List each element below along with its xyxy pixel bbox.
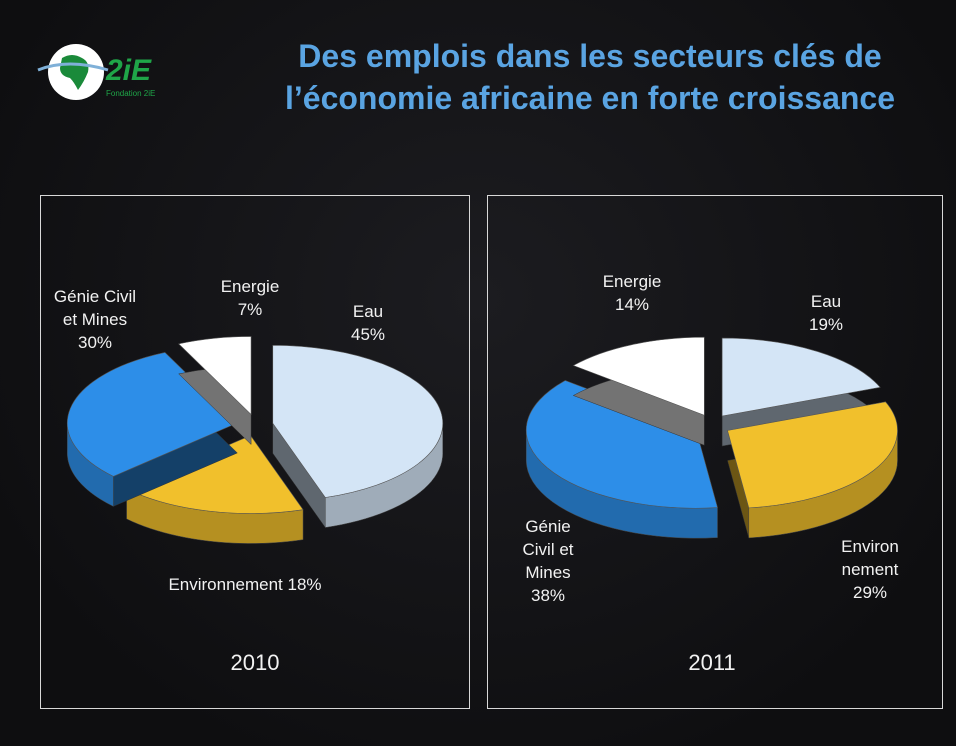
title-line: l’économie africaine en forte croissance <box>284 80 895 116</box>
pies <box>67 336 898 544</box>
category-name: Eau <box>810 292 842 311</box>
value-label: 38% <box>530 586 566 605</box>
slice-top <box>178 336 252 416</box>
value-label: 14% <box>614 295 650 314</box>
value-label: 45% <box>350 325 386 344</box>
chart-title: 2011 <box>688 650 736 675</box>
slice-top <box>727 401 898 509</box>
title-line: Des emplois dans les secteurs clés de <box>298 38 882 74</box>
category-name: Energie <box>220 277 280 296</box>
slice-label: Génie Civil et Mines 30% <box>45 285 145 354</box>
slice-top <box>721 337 881 417</box>
chart-frame <box>40 195 470 709</box>
pie-slice <box>125 435 304 544</box>
category-name: Environnement <box>168 575 283 594</box>
slice-top <box>525 380 718 509</box>
pie-slice <box>525 380 718 539</box>
chart-frame <box>487 195 943 709</box>
logo: 2iE Fondation 2iE <box>37 44 155 100</box>
logo-text: 2iE <box>105 54 152 87</box>
category-name: Eau <box>352 302 384 321</box>
logo-swoosh <box>37 62 109 72</box>
pie-slice <box>727 401 898 539</box>
slice-label: Environnement 18% <box>95 573 395 596</box>
slice-top <box>572 336 705 416</box>
chart-title: 2010 <box>230 650 280 675</box>
category-name: Environ nement <box>841 537 899 579</box>
slice-label: Environ nement 29% <box>830 535 910 604</box>
pie-slice <box>572 336 705 446</box>
category-name: Energie <box>602 272 662 291</box>
slice-top <box>272 345 444 498</box>
value-label: 29% <box>852 583 888 602</box>
pie-slice <box>272 345 444 528</box>
slice-label: Eau 19% <box>796 290 856 336</box>
value-label: 7% <box>237 300 263 319</box>
value-label: 18% <box>287 575 322 594</box>
value-label: 30% <box>77 333 113 352</box>
slice-label: Energie 7% <box>210 275 290 321</box>
category-name: Génie Civil et Mines <box>53 287 137 329</box>
value-label: 19% <box>808 315 844 334</box>
pie-slice <box>178 336 252 446</box>
slice-label: Génie Civil et Mines 38% <box>513 515 583 607</box>
slice-label: Eau 45% <box>338 300 398 346</box>
category-name: Génie Civil et Mines <box>522 517 574 582</box>
logo-subtitle: Fondation 2iE <box>106 89 155 98</box>
slice-label: Energie 14% <box>597 270 667 316</box>
